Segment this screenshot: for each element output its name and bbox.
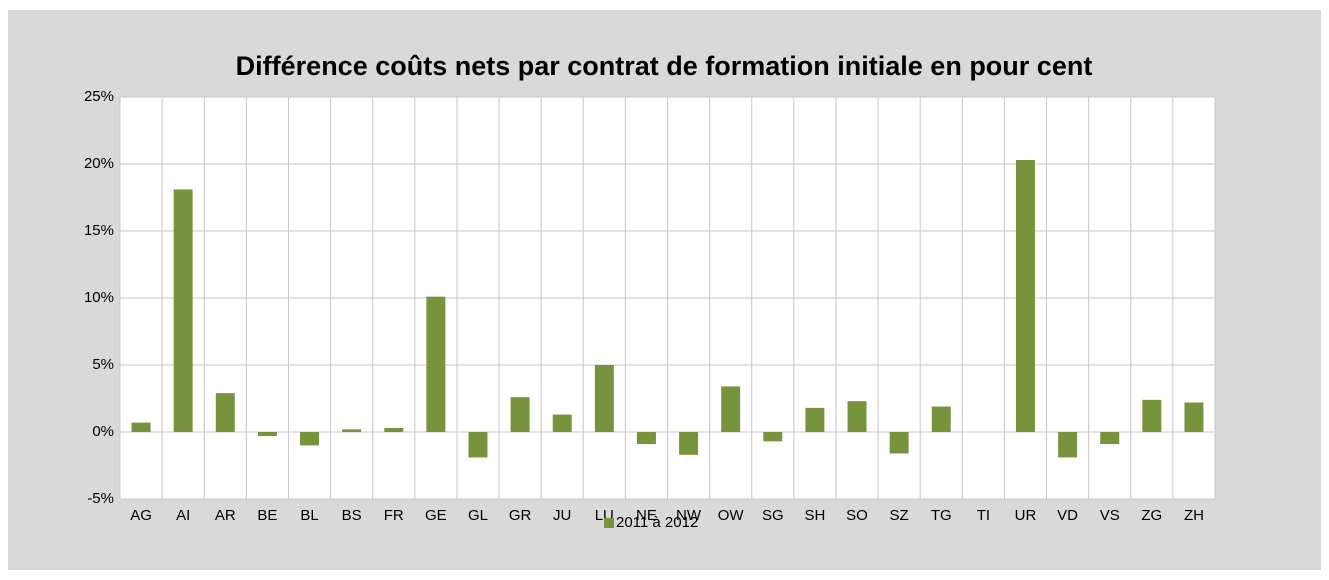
x-tick-label: JU: [553, 507, 571, 524]
bar: [342, 429, 362, 432]
legend-label: 2011 à 2012: [616, 514, 698, 531]
x-tick-label: ZG: [1141, 507, 1162, 524]
bar: [847, 401, 867, 432]
bar: [552, 414, 572, 432]
bar: [1016, 159, 1035, 433]
x-tick-label: SO: [846, 507, 868, 524]
y-tick-label: 0%: [92, 423, 114, 440]
x-tick-label: GR: [509, 507, 532, 524]
x-tick-label: BL: [300, 507, 318, 524]
bar: [131, 422, 151, 432]
bar: [1058, 432, 1078, 458]
x-tick-label: TG: [931, 507, 952, 524]
x-tick-label: NE: [636, 507, 657, 524]
bar: [679, 432, 699, 455]
bar: [1142, 399, 1162, 432]
bar: [931, 406, 951, 432]
x-tick-label: GE: [425, 507, 447, 524]
bar: [426, 296, 446, 432]
bar: [510, 397, 530, 432]
x-tick-label: AG: [130, 507, 152, 524]
bar: [384, 427, 404, 432]
y-tick-label: 25%: [84, 88, 114, 105]
x-tick-label: BE: [257, 507, 277, 524]
y-tick-label: 15%: [84, 222, 114, 239]
x-tick-label: SH: [804, 507, 825, 524]
bar: [889, 432, 909, 454]
bar: [763, 432, 783, 442]
x-tick-label: UR: [1015, 507, 1037, 524]
bar: [636, 432, 656, 445]
bar: [257, 432, 277, 437]
x-tick-label: TI: [977, 507, 990, 524]
y-tick-label: 20%: [84, 155, 114, 172]
y-tick-label: 5%: [92, 356, 114, 373]
bar: [805, 407, 825, 432]
bar: [300, 432, 319, 446]
x-tick-label: SG: [762, 507, 784, 524]
x-tick-label: BS: [342, 507, 362, 524]
x-tick-label: AR: [215, 507, 236, 524]
bar: [215, 393, 235, 432]
x-tick-label: AI: [176, 507, 190, 524]
x-tick-label: OW: [718, 507, 745, 524]
legend-swatch: [604, 518, 614, 528]
y-tick-label: 10%: [84, 289, 114, 306]
bar: [721, 386, 741, 432]
bar: [1184, 402, 1204, 432]
y-tick-label: -5%: [87, 490, 114, 507]
bar: [1100, 432, 1120, 445]
x-tick-label: ZH: [1184, 507, 1204, 524]
x-tick-label: VS: [1100, 507, 1120, 524]
bar: [173, 189, 193, 432]
chart-title: Différence coûts nets par contrat de for…: [236, 51, 1093, 81]
x-tick-label: GL: [468, 507, 488, 524]
x-tick-label: SZ: [890, 507, 909, 524]
bar: [594, 365, 614, 432]
bar: [468, 432, 488, 458]
x-tick-label: VD: [1057, 507, 1078, 524]
x-tick-label: NW: [676, 507, 702, 524]
x-tick-label: FR: [384, 507, 404, 524]
